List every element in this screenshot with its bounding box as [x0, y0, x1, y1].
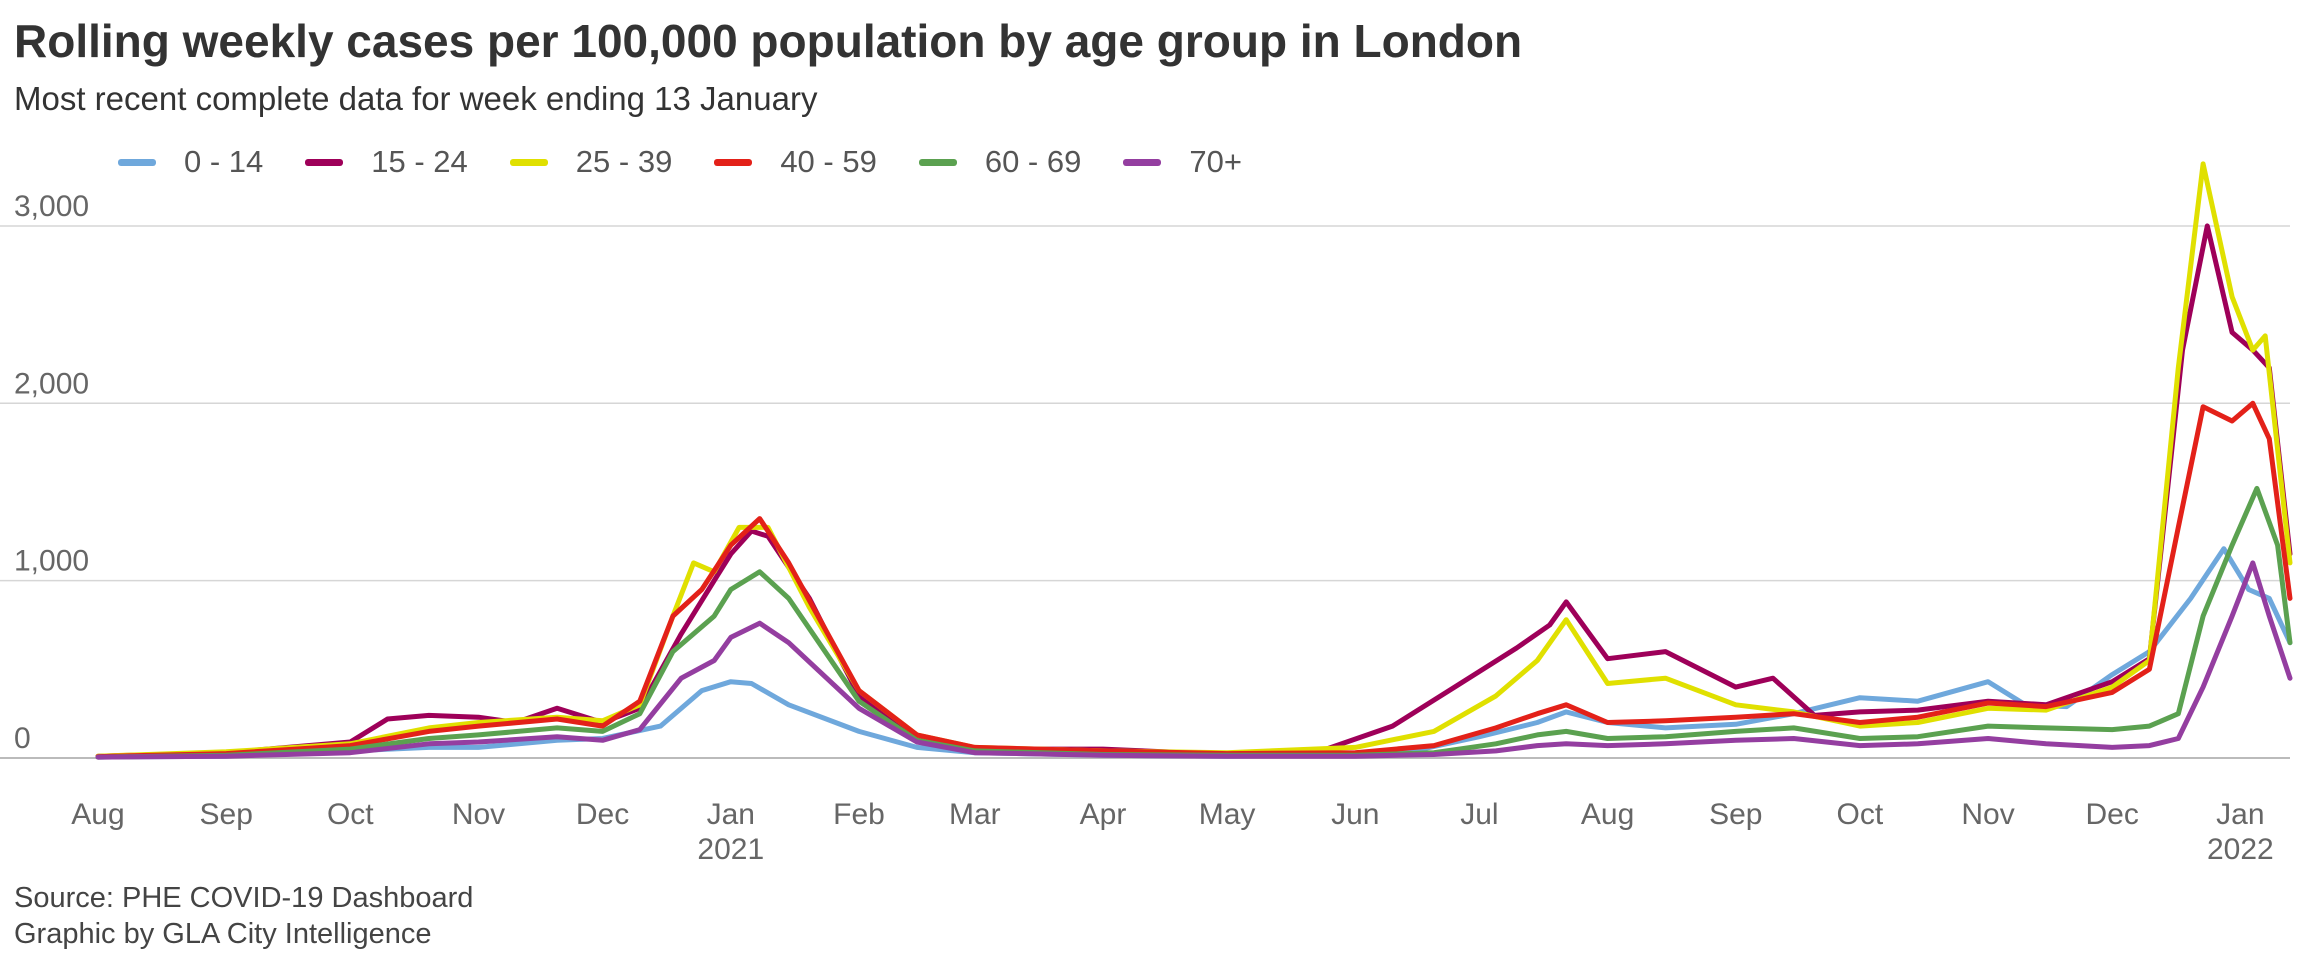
- credit-line: Graphic by GLA City Intelligence: [14, 918, 432, 950]
- chart-subtitle: Most recent complete data for week endin…: [14, 80, 818, 117]
- x-tick-label: Apr: [1080, 798, 1127, 831]
- legend-entry: 0 - 14: [118, 144, 263, 180]
- x-tick-label: Dec: [576, 798, 629, 831]
- series-line: [95, 400, 2293, 760]
- x-tick-label: Oct: [1837, 798, 1884, 831]
- legend-swatch: [305, 158, 344, 166]
- x-tick-label: Jan: [707, 798, 755, 831]
- legend-entry: 70+: [1123, 144, 1242, 180]
- legend-entry: 25 - 39: [509, 144, 673, 180]
- source-note: Source: PHE COVID-19 Dashboard Graphic b…: [14, 880, 473, 952]
- x-tick-label: Jan: [2216, 798, 2264, 831]
- legend-swatch: [1123, 158, 1162, 166]
- series-line: [95, 161, 2293, 759]
- legend: 0 - 14 15 - 24 25 - 39 40 - 59 60 - 69 70+: [118, 144, 1284, 180]
- legend-label: 40 - 59: [780, 144, 877, 179]
- chart-title: Rolling weekly cases per 100,000 populat…: [14, 15, 1523, 67]
- y-tick-label: 3,000: [14, 190, 89, 223]
- legend-label: 70+: [1189, 144, 1242, 179]
- legend-entry: 40 - 59: [714, 144, 877, 180]
- x-tick-label: Mar: [949, 798, 1001, 831]
- legend-swatch: [118, 158, 156, 166]
- legend-swatch: [714, 158, 753, 166]
- x-tick-label: Dec: [2085, 798, 2138, 831]
- x-tick-label: Aug: [1581, 798, 1634, 831]
- x-tick-label: May: [1199, 798, 1256, 831]
- legend-label: 60 - 69: [984, 144, 1082, 179]
- x-tick-year-label: 2021: [697, 833, 764, 866]
- x-tick-label: Feb: [833, 798, 885, 831]
- x-tick-label: Oct: [327, 798, 374, 831]
- x-tick-label: Jun: [1331, 798, 1379, 831]
- y-tick-label: 0: [14, 722, 31, 755]
- x-tick-label: Nov: [452, 798, 505, 831]
- legend-label: 25 - 39: [575, 144, 673, 179]
- y-tick-label: 1,000: [14, 545, 89, 578]
- legend-entry: 60 - 69: [918, 144, 1082, 180]
- legend-swatch: [918, 158, 957, 166]
- legend-label: 15 - 24: [371, 144, 468, 179]
- legend-entry: 15 - 24: [305, 144, 468, 180]
- series-line: [95, 223, 2293, 759]
- x-tick-label: Nov: [1961, 798, 2014, 831]
- series-line: [95, 560, 2293, 760]
- x-tick-label: Sep: [200, 798, 253, 831]
- legend-swatch: [509, 158, 548, 166]
- x-tick-label: Jul: [1460, 798, 1498, 831]
- source-line: Source: PHE COVID-19 Dashboard: [14, 882, 474, 914]
- x-tick-year-label: 2022: [2207, 833, 2274, 866]
- x-tick-label: Aug: [71, 798, 124, 831]
- x-tick-label: Sep: [1709, 798, 1762, 831]
- legend-label: 0 - 14: [184, 144, 264, 179]
- y-tick-label: 2,000: [14, 367, 89, 400]
